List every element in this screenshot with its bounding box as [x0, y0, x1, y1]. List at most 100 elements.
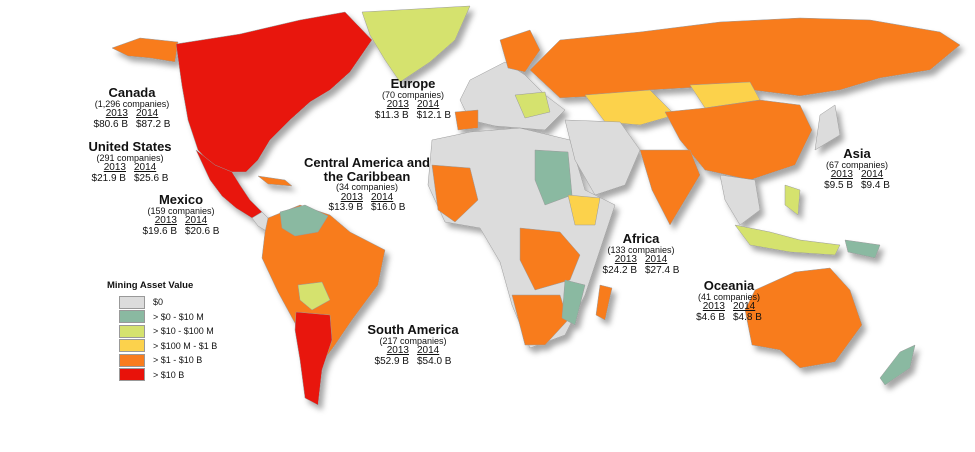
region-label-europe: Europe (70 companies) 2013 2014 $11.3 B $1…	[375, 77, 451, 121]
region-name: Europe	[390, 76, 436, 91]
region-name: Africa	[622, 231, 660, 246]
legend-swatch	[119, 339, 145, 353]
year-2014: 2014	[371, 191, 394, 203]
japan-shape	[814, 104, 841, 151]
value-2014: $27.4 B	[645, 264, 680, 276]
middle-east-shape	[564, 119, 641, 196]
year-2013: 2013	[340, 191, 363, 203]
value-2013: $80.6 B	[93, 118, 128, 130]
region-companies: (34 companies)	[335, 182, 399, 193]
colombia-venezuela-shape	[279, 204, 329, 237]
legend-swatch	[119, 324, 145, 338]
legend-title: Mining Asset Value	[107, 280, 194, 291]
year-2014: 2014	[861, 169, 884, 181]
sudan-shape	[534, 149, 573, 206]
legend-item: > $100 M - $1 B	[119, 339, 217, 354]
region-label-canada: Canada (1,296 companies) 2013 2014 $80.6 …	[94, 86, 171, 130]
southern-africa-shape	[511, 294, 569, 346]
region-companies: (133 companies)	[607, 244, 675, 255]
value-2013: $9.5 B	[824, 179, 853, 191]
region-companies: (217 companies)	[379, 335, 447, 346]
balkans-shape	[514, 91, 551, 119]
region-label-central-america: Central America and the Caribbean (34 co…	[297, 156, 437, 214]
year-2013: 2013	[614, 254, 637, 266]
region-label-south-america: South America (217 companies) 2013 2014 $…	[367, 323, 458, 367]
kazakhstan-shape	[584, 89, 676, 126]
bolivia-shape	[297, 281, 331, 311]
papua-shape	[844, 239, 881, 259]
value-2013: $24.2 B	[602, 264, 637, 276]
region-label-united-states: United States (291 companies) 2013 2014 $…	[88, 140, 171, 184]
year-2013: 2013	[105, 108, 128, 120]
legend-label: > $10 - $100 M	[153, 326, 214, 337]
iberia-shape	[454, 109, 479, 131]
year-2014: 2014	[416, 345, 440, 357]
value-2014: $20.6 B	[185, 225, 220, 237]
region-label-africa: Africa (133 companies) 2013 2014 $24.2 B $…	[603, 232, 680, 276]
greenland-shape	[361, 5, 471, 83]
year-2014: 2014	[185, 215, 208, 227]
year-2013: 2013	[154, 215, 177, 227]
region-name: Oceania	[703, 278, 755, 293]
value-2013: $13.9 B	[328, 202, 363, 214]
region-name: United States	[88, 139, 172, 154]
legend-item: > $1 - $10 B	[119, 353, 217, 368]
legend-item: $0	[119, 295, 217, 310]
legend-item: > $10 B	[119, 368, 217, 383]
value-2014: $87.2 B	[136, 118, 171, 130]
region-label-asia: Asia (67 companies) 2013 2014 $9.5 B $9.4 …	[824, 147, 890, 191]
legend-swatch	[119, 353, 145, 367]
value-2014: $12.1 B	[416, 109, 452, 121]
central-africa-shape	[519, 227, 581, 291]
value-2013: $52.9 B	[374, 355, 409, 367]
region-name: Canada	[108, 85, 156, 100]
value-2013: $21.9 B	[91, 172, 126, 184]
region-companies: (41 companies)	[697, 291, 761, 302]
value-2014: $9.4 B	[861, 179, 890, 191]
legend-label: > $10 B	[153, 369, 185, 380]
year-2014: 2014	[733, 301, 756, 313]
legend-swatch	[119, 295, 145, 309]
legend-item: > $10 - $100 M	[119, 324, 217, 339]
year-2014: 2014	[133, 162, 157, 174]
region-companies: (67 companies)	[825, 159, 889, 170]
southeast-asia-shape	[719, 174, 761, 226]
legend-swatch	[119, 310, 145, 324]
value-2014: $16.0 B	[371, 202, 406, 214]
year-2013: 2013	[386, 99, 409, 111]
region-name: Central America and the Caribbean	[304, 155, 430, 184]
region-name: Asia	[843, 146, 871, 161]
year-2013: 2013	[386, 345, 409, 357]
legend-label: $0	[153, 297, 164, 308]
year-2014: 2014	[645, 254, 668, 266]
region-name: Mexico	[158, 192, 204, 207]
region-companies: (159 companies)	[147, 205, 215, 216]
madagascar-shape	[595, 284, 613, 321]
legend-item: > $0 - $10 M	[119, 310, 217, 325]
region-label-mexico: Mexico (159 companies) 2013 2014 $19.6 B $…	[143, 193, 220, 237]
china-shape	[664, 99, 813, 181]
map-legend: Mining Asset Value $0 > $0 - $10 M > $10…	[107, 280, 217, 382]
philippines-shape	[784, 184, 801, 216]
ethiopia-shape	[567, 194, 601, 226]
australia-shape	[744, 267, 863, 369]
west-africa-shape	[431, 164, 479, 223]
value-2013: $11.3 B	[374, 109, 409, 121]
value-2013: $4.6 B	[696, 311, 725, 323]
new-zealand-shape	[879, 344, 916, 386]
legend-label: > $100 M - $1 B	[153, 340, 218, 351]
year-2014: 2014	[136, 108, 159, 120]
region-companies: (70 companies)	[381, 89, 445, 100]
legend-label: > $1 - $10 B	[153, 355, 203, 366]
value-2013: $19.6 B	[142, 225, 177, 237]
year-2013: 2013	[830, 169, 853, 181]
argentina-chile-shape	[294, 311, 333, 406]
canada-us-shape	[175, 11, 373, 173]
value-2014: $54.0 B	[416, 355, 452, 367]
legend-label: > $0 - $10 M	[153, 311, 204, 322]
year-2014: 2014	[417, 99, 440, 111]
year-2013: 2013	[103, 162, 126, 174]
value-2014: $4.8 B	[733, 311, 762, 323]
value-2014: $25.6 B	[133, 172, 169, 184]
